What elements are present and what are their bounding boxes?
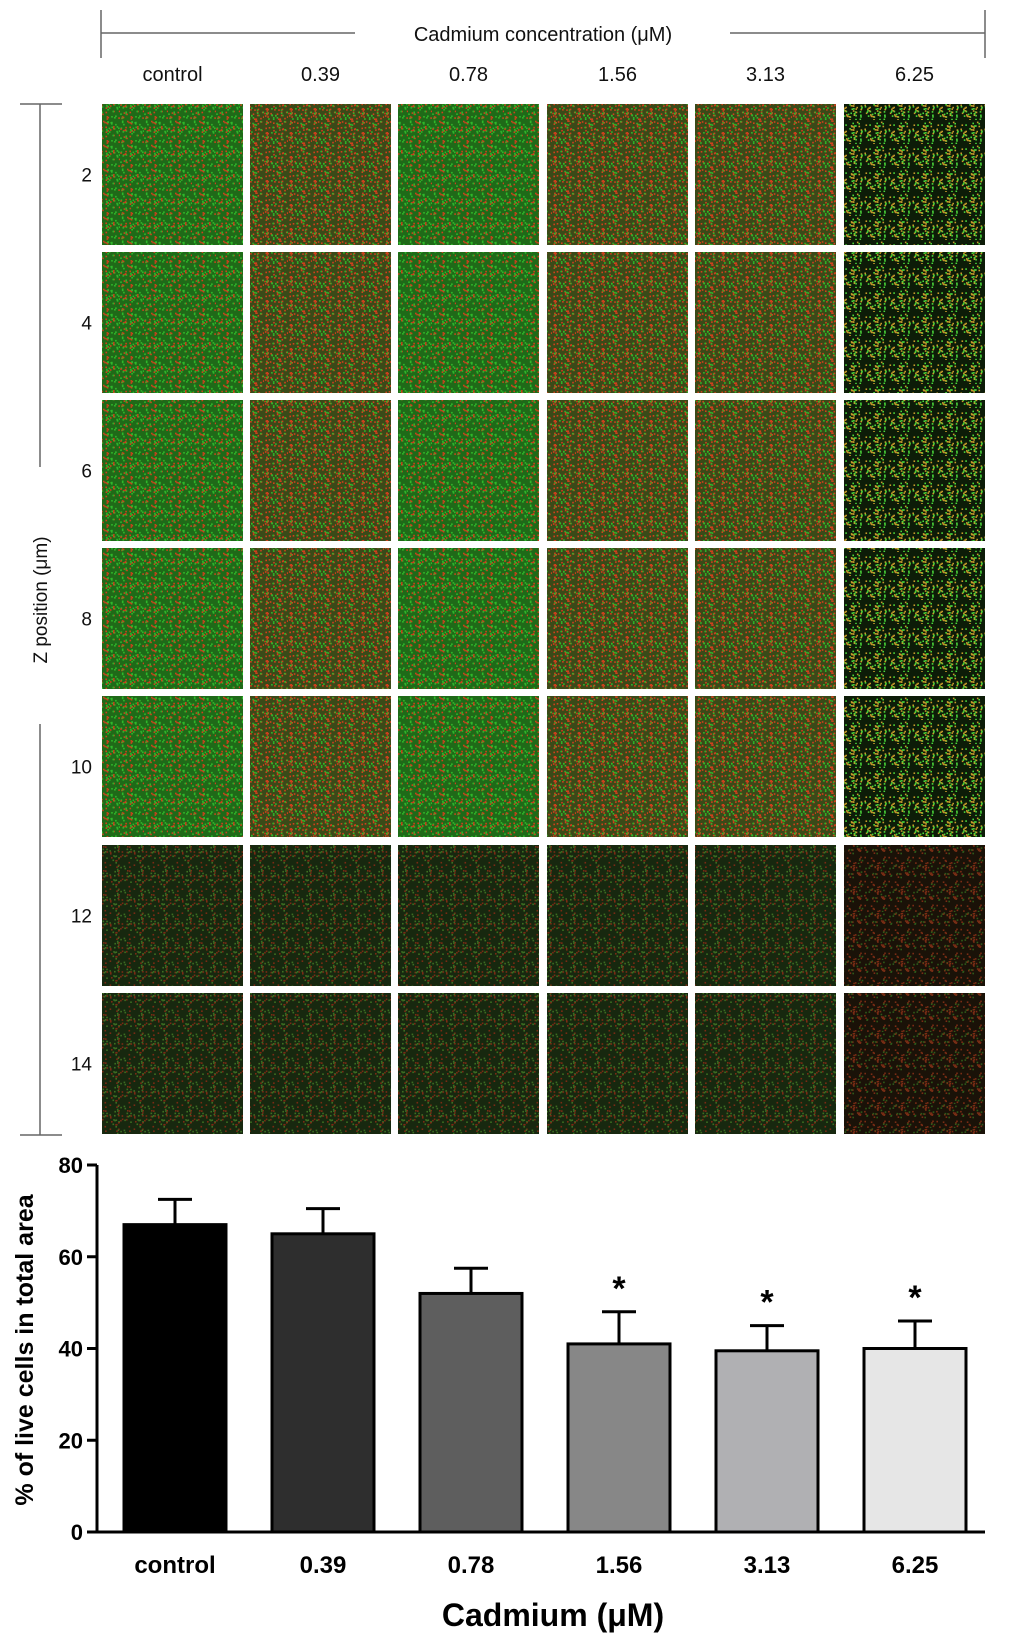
bar [270, 1232, 376, 1534]
bar [418, 1291, 524, 1534]
microscopy-tile [102, 104, 243, 245]
bar [862, 1347, 968, 1534]
microscopy-tile [844, 548, 985, 689]
column-label: control [142, 64, 202, 86]
column-label: 0.78 [449, 64, 488, 86]
microscopy-tile [250, 252, 391, 393]
x-category-label: 6.25 [892, 1552, 939, 1579]
microscopy-tile [695, 845, 836, 986]
microscopy-tile [547, 400, 688, 541]
microscopy-tile [398, 252, 539, 393]
microscopy-tile [102, 252, 243, 393]
row-label: 12 [71, 907, 92, 928]
microscopy-tile [102, 993, 243, 1134]
column-label: 0.39 [301, 64, 340, 86]
microscopy-tile [102, 696, 243, 837]
row-label: 6 [81, 462, 92, 483]
bar [566, 1342, 672, 1534]
microscopy-tile [695, 548, 836, 689]
microscopy-tile [844, 104, 985, 245]
x-category-label: 3.13 [744, 1552, 791, 1579]
column-label: 3.13 [746, 64, 785, 86]
microscopy-tile [547, 993, 688, 1134]
microscopy-tile [398, 104, 539, 245]
significance-marker: * [908, 1279, 922, 1317]
column-label: 1.56 [598, 64, 637, 86]
row-label: 10 [71, 758, 92, 779]
y-axis-label: % of live cells in total area [11, 1193, 39, 1505]
significance-marker: * [612, 1270, 626, 1308]
x-axis-label: Cadmium (μM) [442, 1597, 664, 1633]
microscopy-tile [102, 548, 243, 689]
microscopy-tile [695, 252, 836, 393]
row-label: 8 [81, 610, 92, 631]
x-category-label: 0.39 [300, 1552, 347, 1579]
bar [714, 1349, 820, 1534]
concentration-header: Cadmium concentration (μM) [414, 24, 672, 46]
microscopy-tile [844, 696, 985, 837]
y-tick-label: 40 [59, 1337, 83, 1362]
microscopy-tile [102, 400, 243, 541]
microscopy-tile [250, 993, 391, 1134]
microscopy-tile [398, 400, 539, 541]
microscopy-tile [250, 400, 391, 541]
y-tick-label: 20 [59, 1428, 83, 1453]
microscopy-tile [547, 104, 688, 245]
microscopy-tile [102, 845, 243, 986]
microscopy-tile [398, 548, 539, 689]
microscopy-tile [844, 252, 985, 393]
y-tick-label: 0 [71, 1520, 83, 1545]
microscopy-tile [695, 104, 836, 245]
microscopy-tile [250, 845, 391, 986]
microscopy-tile [398, 993, 539, 1134]
bar-chart: 0 20 40 60 80 * * * control 0.39 0.78 1.56 3.13 6.2… [11, 1153, 985, 1633]
microscopy-tile [695, 400, 836, 541]
microscopy-tile [250, 548, 391, 689]
microscopy-tile [250, 104, 391, 245]
microscopy-tile [398, 845, 539, 986]
microscopy-tile [547, 252, 688, 393]
x-category-label: 1.56 [596, 1552, 643, 1579]
z-position-axis-label: Z position (μm) [31, 536, 52, 663]
microscopy-tile [844, 993, 985, 1134]
microscopy-tile [547, 548, 688, 689]
row-label: 2 [81, 166, 92, 187]
microscopy-tile [547, 845, 688, 986]
column-label: 6.25 [895, 64, 934, 86]
bar [122, 1223, 228, 1534]
y-tick-label: 60 [59, 1245, 83, 1270]
row-label: 14 [71, 1055, 93, 1076]
row-label: 4 [81, 314, 92, 335]
microscopy-tile [695, 993, 836, 1134]
y-tick-label: 80 [59, 1153, 83, 1178]
x-category-label: 0.78 [448, 1552, 495, 1579]
microscopy-tile [547, 696, 688, 837]
x-category-label: control [134, 1552, 215, 1579]
microscopy-tile [695, 696, 836, 837]
microscopy-tile [398, 696, 539, 837]
microscopy-tile [250, 696, 391, 837]
microscopy-panel: Cadmium concentration (μM) control 0.39 0.… [20, 10, 986, 1136]
microscopy-tile [844, 845, 985, 986]
microscopy-tile [844, 400, 985, 541]
significance-marker: * [760, 1284, 774, 1322]
